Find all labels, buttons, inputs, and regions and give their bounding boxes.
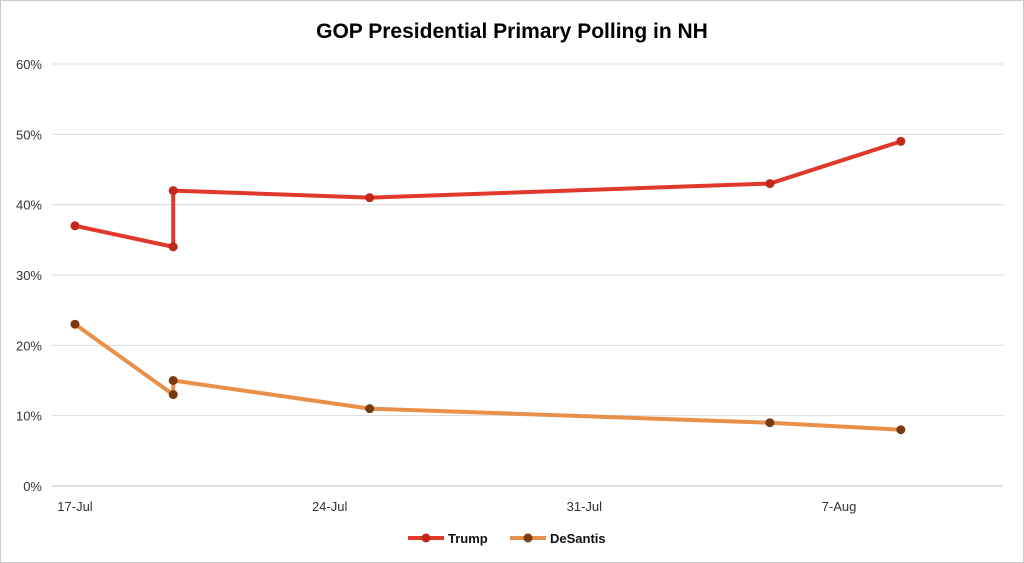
y-axis-ticks: 0% 10% 20% 30% 40% 50% 60% [16,57,42,494]
data-point-trump[interactable] [168,242,178,252]
series-lines [70,136,906,435]
x-tick-label: 24-Jul [312,499,348,514]
data-point-desantis[interactable] [765,418,775,428]
legend-item-trump[interactable]: Trump [408,531,488,546]
y-tick-label: 60% [16,57,42,72]
series-line-trump [73,139,903,249]
gridlines [52,63,1003,487]
series-line-desantis [73,322,903,432]
y-tick-label: 10% [16,409,42,424]
y-tick-label: 30% [16,268,42,283]
y-tick-label: 0% [23,479,42,494]
data-point-trump[interactable] [896,136,906,146]
data-point-trump[interactable] [168,186,178,196]
x-axis-ticks: 17-Jul 24-Jul 31-Jul 7-Aug [57,499,856,514]
chart-title: GOP Presidential Primary Polling in NH [316,20,708,43]
data-point-trump[interactable] [765,179,775,189]
legend-swatch-marker [523,533,533,543]
y-tick-label: 50% [16,127,42,142]
x-tick-label: 17-Jul [57,499,93,514]
y-tick-label: 20% [16,338,42,353]
legend-label: Trump [448,531,488,546]
data-point-desantis[interactable] [365,404,375,414]
legend-item-desantis[interactable]: DeSantis [510,531,606,546]
data-point-desantis[interactable] [896,425,906,435]
data-point-desantis[interactable] [70,319,80,329]
legend-swatch-marker [421,533,431,543]
y-tick-label: 40% [16,198,42,213]
data-point-trump[interactable] [365,193,375,203]
x-tick-label: 31-Jul [567,499,603,514]
data-point-desantis[interactable] [168,390,178,400]
legend[interactable]: Trump DeSantis [408,531,606,546]
data-point-desantis[interactable] [168,376,178,385]
x-tick-label: 7-Aug [822,499,857,514]
data-point-trump[interactable] [70,221,80,231]
legend-label: DeSantis [550,531,606,546]
